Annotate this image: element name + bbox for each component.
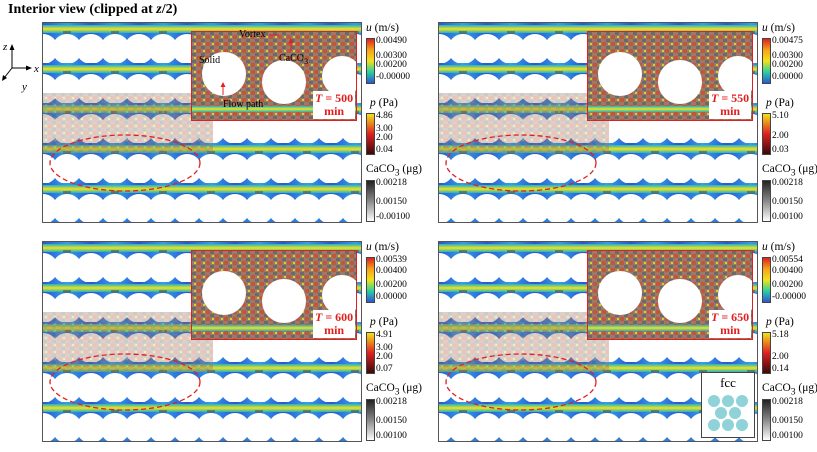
caco3-tick: 0.00218 [772, 397, 803, 407]
p-colorbar [762, 113, 771, 155]
flow-path-label: Flow path [223, 99, 264, 110]
caco3-tick: 0.00150 [376, 416, 407, 426]
u-tick: 0.00200 [772, 280, 803, 290]
caco3-title: CaCO3 (μg) [366, 382, 422, 398]
caco3-label: CaCO3 [279, 53, 309, 66]
u-tick: 0.00475 [772, 36, 803, 46]
p-tick: 2.00 [772, 131, 789, 141]
p-tick: 3.00 [376, 343, 393, 353]
figure-title: Interior view (clipped at z/2) [8, 2, 178, 17]
p-tick: 0.14 [772, 364, 789, 374]
u-colorbar [762, 38, 771, 84]
caco3-tick: -0.00100 [376, 212, 411, 222]
u-tick: -0.00000 [772, 292, 807, 302]
caco3-colorbar [366, 399, 375, 441]
caco3-title: CaCO3 (μg) [762, 163, 817, 179]
u-tick: 0.00200 [376, 280, 407, 290]
fcc-label: fcc [720, 375, 736, 390]
solid-label: Solid [199, 55, 221, 66]
highlight-ellipse [49, 134, 201, 192]
axis-x-label: x [33, 63, 39, 75]
axis-z-label: z [2, 41, 8, 53]
vortex-label: Vortex [239, 29, 266, 40]
p-tick: 5.18 [772, 330, 789, 340]
u-title: u (m/s) [366, 241, 399, 253]
highlight-ellipse [445, 134, 597, 192]
axes-triad-icon: z x y [2, 41, 39, 93]
fcc-spheres-icon [708, 395, 748, 431]
u-tick: 0.00554 [772, 255, 803, 265]
u-tick: 0.00490 [376, 36, 407, 46]
p-tick: 2.00 [772, 352, 789, 362]
time-label: T = 550 min [709, 91, 752, 119]
panel-t600: T = 600 min [42, 241, 362, 442]
caco3-tick: 0.00150 [772, 197, 803, 207]
caco3-tick: 0.00218 [376, 178, 407, 188]
p-tick: 2.00 [376, 352, 393, 362]
u-tick: 0.00200 [376, 60, 407, 70]
caco3-colorbar [762, 180, 771, 222]
caco3-tick: 0.00100 [772, 431, 803, 441]
p-tick: 4.91 [376, 330, 393, 340]
caco3-tick: 0.00100 [772, 212, 803, 222]
u-tick: 0.00200 [772, 60, 803, 70]
caco3-tick: 0.00150 [376, 197, 407, 207]
u-colorbar [366, 38, 375, 84]
p-tick: 3.00 [376, 124, 393, 134]
p-tick: 0.07 [376, 364, 393, 374]
u-tick: -0.00000 [376, 72, 411, 82]
u-colorbar [762, 257, 771, 303]
p-title: p (Pa) [766, 316, 794, 328]
time-label: T = 600 min [313, 310, 356, 338]
caco3-title: CaCO3 (μg) [366, 163, 422, 179]
u-title: u (m/s) [366, 22, 399, 34]
caco3-colorbar [366, 180, 375, 222]
p-colorbar [366, 332, 375, 374]
time-label: T = 500 min [313, 91, 356, 119]
p-title: p (Pa) [766, 97, 794, 109]
u-tick: 0.00300 [376, 51, 407, 61]
caco3-tick: 0.00218 [772, 178, 803, 188]
fcc-inset: fcc [701, 372, 755, 438]
caco3-title: CaCO3 (μg) [762, 382, 817, 398]
time-label: T = 650 min [709, 310, 752, 338]
u-tick: 0.00539 [376, 255, 407, 265]
u-colorbar [366, 257, 375, 303]
u-title: u (m/s) [762, 22, 795, 34]
u-title: u (m/s) [762, 241, 795, 253]
panel-t550: T = 550 min [438, 22, 758, 223]
u-tick: 0.00300 [772, 51, 803, 61]
caco3-tick: 0.00150 [772, 416, 803, 426]
u-tick: 0.00400 [772, 266, 803, 276]
p-tick: 4.86 [376, 111, 393, 121]
axis-y-label: y [21, 81, 27, 93]
p-colorbar [762, 332, 771, 374]
zoom-inset [587, 31, 753, 121]
p-title: p (Pa) [370, 97, 398, 109]
p-colorbar [366, 113, 375, 155]
highlight-ellipse [49, 353, 201, 411]
u-tick: 0.00000 [772, 72, 803, 82]
highlight-ellipse [445, 353, 597, 411]
p-tick: 5.10 [772, 111, 789, 121]
caco3-tick: 0.00100 [376, 431, 407, 441]
panel-t650: T = 650 min fcc [438, 241, 758, 442]
u-tick: 0.00000 [376, 292, 407, 302]
p-tick: 2.00 [376, 133, 393, 143]
caco3-tick: 0.00218 [376, 397, 407, 407]
p-title: p (Pa) [370, 316, 398, 328]
panel-t500: Vortex Solid CaCO3 Flow path T = 500 min [42, 22, 362, 223]
p-tick: 0.04 [376, 145, 393, 155]
p-tick: 0.03 [772, 145, 789, 155]
u-tick: 0.00400 [376, 266, 407, 276]
caco3-colorbar [762, 399, 771, 441]
